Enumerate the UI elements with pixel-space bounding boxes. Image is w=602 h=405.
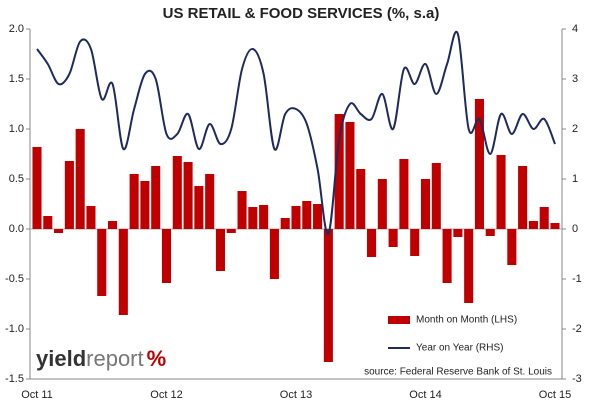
bar xyxy=(129,174,139,229)
y2-tick-label: 1 xyxy=(572,173,578,185)
bar xyxy=(507,229,517,265)
bar xyxy=(313,204,323,229)
logo: yieldreport% xyxy=(36,346,166,371)
bar xyxy=(97,229,107,296)
bar xyxy=(399,159,409,229)
bar xyxy=(431,163,441,229)
y2-tick-label: -2 xyxy=(572,323,582,335)
bar xyxy=(205,174,215,229)
bar xyxy=(518,166,528,229)
bar xyxy=(108,221,118,229)
bar xyxy=(183,162,193,229)
bar xyxy=(323,229,333,362)
bar xyxy=(474,99,484,229)
bar xyxy=(453,229,463,237)
bar xyxy=(410,229,420,256)
bar xyxy=(237,191,247,229)
bar xyxy=(54,229,64,233)
x-tick-label: Oct 13 xyxy=(280,389,312,401)
bar xyxy=(367,229,377,257)
bar xyxy=(345,122,355,229)
bar xyxy=(269,229,279,279)
bar xyxy=(75,129,85,229)
bar xyxy=(248,207,258,229)
x-tick-label: Oct 11 xyxy=(21,389,53,401)
y-tick-label: 0.0 xyxy=(9,223,24,235)
bar xyxy=(86,206,96,229)
bar xyxy=(356,169,366,229)
bar xyxy=(118,229,128,315)
y2-tick-label: 2 xyxy=(572,123,578,135)
bar xyxy=(539,207,549,229)
source: source: Federal Reserve Bank of St. Loui… xyxy=(364,367,552,378)
x-tick-label: Oct 14 xyxy=(409,389,441,401)
x-tick-label: Oct 12 xyxy=(150,389,182,401)
y-tick-label: 1.0 xyxy=(9,123,24,135)
y2-tick-label: 3 xyxy=(572,73,578,85)
bar xyxy=(496,155,506,229)
legend-label: Month on Month (LHS) xyxy=(416,315,517,326)
bar xyxy=(485,229,495,236)
bar xyxy=(161,229,172,283)
y-tick-label: 0.5 xyxy=(9,173,24,185)
y-tick-label: 2.0 xyxy=(9,23,24,35)
line xyxy=(36,30,556,236)
y-tick-label: 1.5 xyxy=(9,73,24,85)
bar xyxy=(140,181,150,229)
bar xyxy=(226,229,236,233)
logo-bold: yield xyxy=(36,346,86,371)
bar xyxy=(420,179,431,229)
bar xyxy=(528,221,538,229)
y-tick-label: -0.5 xyxy=(5,273,24,285)
y2-tick-label: -3 xyxy=(572,373,582,385)
bar xyxy=(377,179,387,229)
bar xyxy=(291,206,301,229)
bar xyxy=(194,186,204,229)
y2-tick-label: 4 xyxy=(572,23,578,35)
bar xyxy=(550,223,560,229)
bar xyxy=(442,229,452,283)
y-tick-label: -1.5 xyxy=(5,373,24,385)
chart-title: US RETAIL & FOOD SERVICES (%, s.a) xyxy=(163,5,440,22)
bar xyxy=(32,147,42,229)
bar xyxy=(64,161,74,229)
bar xyxy=(464,229,474,303)
y-tick-label: -1.0 xyxy=(5,323,24,335)
bar xyxy=(43,216,53,229)
bar xyxy=(280,218,290,229)
y2-tick-label: 0 xyxy=(572,223,578,235)
legend-swatch xyxy=(388,316,410,324)
bar xyxy=(259,205,269,229)
bar xyxy=(215,229,225,271)
bar xyxy=(151,166,161,229)
logo-light: report xyxy=(86,346,143,371)
bar xyxy=(172,156,182,229)
logo-symbol: % xyxy=(147,346,167,371)
bar xyxy=(334,114,344,229)
bar xyxy=(302,201,312,229)
x-tick-label: Oct 15 xyxy=(539,389,571,401)
bar xyxy=(388,229,398,247)
y2-tick-label: -1 xyxy=(572,273,582,285)
legend-label: Year on Year (RHS) xyxy=(416,343,503,354)
